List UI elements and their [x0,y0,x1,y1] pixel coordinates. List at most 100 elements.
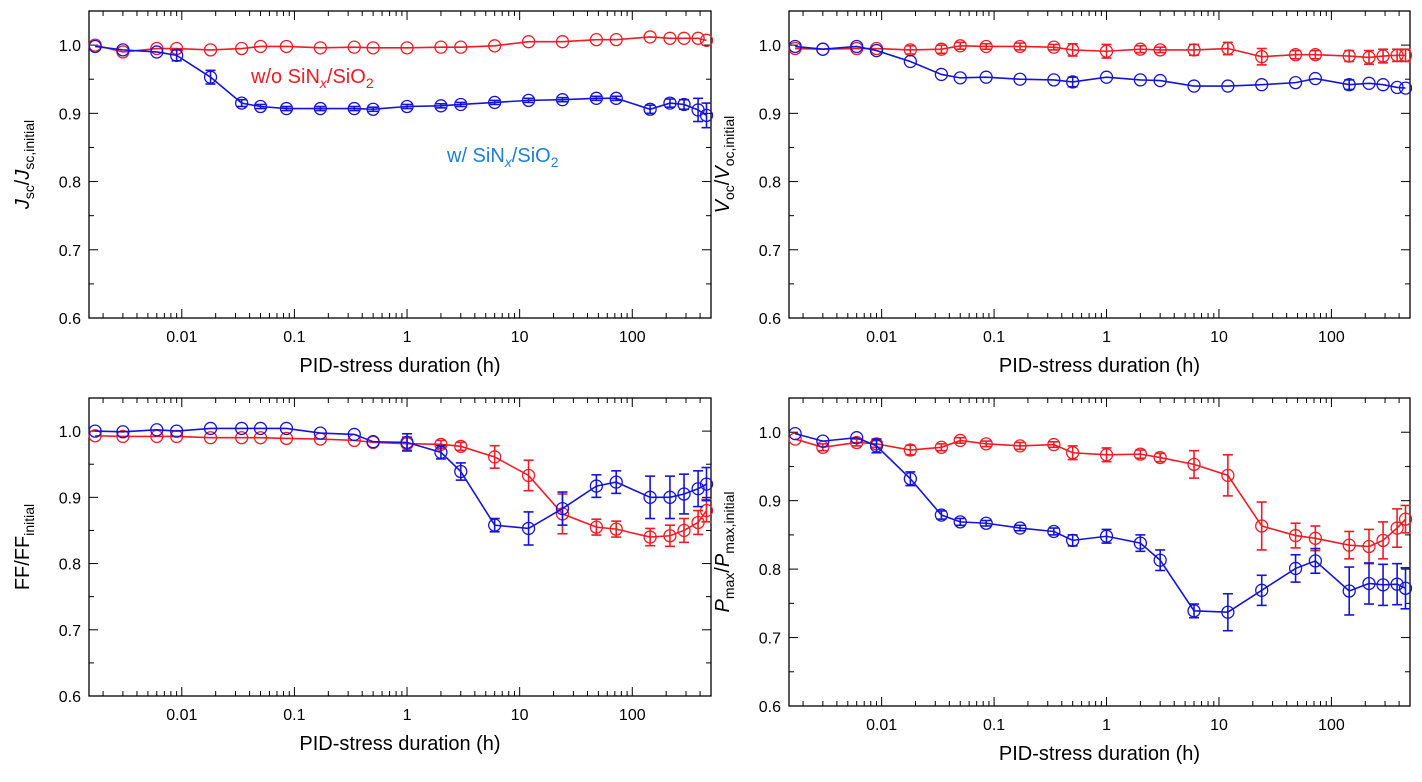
data-point [1288,48,1303,62]
x-tick-label: 0.01 [866,717,897,734]
data-point [366,41,380,55]
data-point [1376,49,1390,63]
data-point [1013,439,1027,453]
data-point [279,39,294,54]
data-point [116,43,130,57]
data-point [663,96,677,110]
data-point [150,423,164,437]
data-point [488,518,502,532]
panel-top-right: 0.01 0.1 1 10 100 0.6 0.7 0.8 0.9 1.0 PID-stress d… [712,10,1413,377]
data-point [1390,521,1404,535]
data-point [1362,539,1376,554]
data-point [903,443,917,457]
data-point [88,39,102,54]
data-point [903,472,917,486]
data-point [1288,528,1303,543]
data-point [400,435,414,450]
y-tick-label: 0.7 [759,243,781,260]
data-point [1308,48,1323,62]
data-point [869,43,884,58]
data-point [850,431,864,445]
data-point [979,70,993,84]
data-point [699,108,714,123]
data-point [663,529,677,543]
data-point [1013,72,1027,86]
data-point [1099,529,1114,543]
data-point [1362,576,1376,591]
data-point [934,508,949,522]
data-point [1047,73,1061,87]
data-point [850,39,864,54]
data-point [1221,605,1235,619]
data-point [313,41,328,55]
data-point [1047,437,1061,452]
data-point [1133,536,1148,550]
data-point [1153,450,1167,465]
y-tick-label: 0.9 [759,494,781,511]
data-point [691,31,705,45]
x-tick-label: 0.01 [166,329,197,346]
data-point [234,96,249,110]
data-point [609,522,623,536]
data-point [150,41,164,56]
data-point [663,490,677,504]
data-point [521,93,536,108]
data-point [203,421,218,436]
data-point [169,48,184,62]
x-tick-label: 0.1 [283,329,305,346]
data-point [1066,533,1080,548]
data-point [1153,73,1167,88]
data-point [1221,41,1235,56]
y-tick-label: 1.0 [759,425,781,442]
data-point [1255,78,1269,92]
data-point [1066,446,1080,460]
x-tick-label: 1 [403,707,412,724]
data-point [454,439,468,453]
data-point [488,95,502,110]
y-tick-label: 0.8 [59,175,81,192]
data-point [934,42,949,56]
data-point [1398,581,1413,595]
data-point [555,501,570,516]
data-point [203,43,218,57]
data-point [1099,44,1114,58]
data-point [934,440,949,454]
data-point [1362,50,1376,65]
x-tick-label: 100 [619,707,646,724]
data-point [1362,76,1376,90]
x-tick-label: 100 [1318,329,1345,346]
data-point [816,434,830,448]
series-without-sinx [88,429,714,548]
data-point [1047,40,1061,54]
data-point [979,39,993,54]
data-point [1308,71,1323,86]
series-with-sinx [88,421,714,546]
x-axis-label: PID-stress duration (h) [999,355,1200,377]
data-point [816,42,830,56]
data-point [643,102,657,116]
series-with-sinx [88,39,714,129]
series-with-sinx [788,426,1413,632]
data-point [521,468,536,483]
data-point [366,435,380,449]
data-point [347,427,361,442]
data-point [1099,70,1114,84]
series-without-sinx [788,432,1413,565]
data-point [1342,584,1356,598]
data-point [1066,75,1080,89]
x-tick-label: 100 [1318,717,1345,734]
data-point [1221,79,1235,93]
data-point [1153,553,1167,567]
data-point [169,424,184,438]
panel-bottom-right: 0.01 0.1 1 10 100 0.6 0.7 0.8 0.9 1.0 PID-stress d… [712,397,1413,765]
x-tick-label: 0.01 [166,707,197,724]
y-axis-label: Pmax/Pmax,initial [712,492,737,613]
data-point [1376,78,1390,92]
data-point [1066,43,1080,57]
series-without-sinx [788,39,1413,66]
data-point [203,70,218,84]
data-point [1390,577,1404,591]
data-point [979,437,993,451]
data-point [1342,78,1356,92]
x-tick-label: 1 [1102,717,1111,734]
